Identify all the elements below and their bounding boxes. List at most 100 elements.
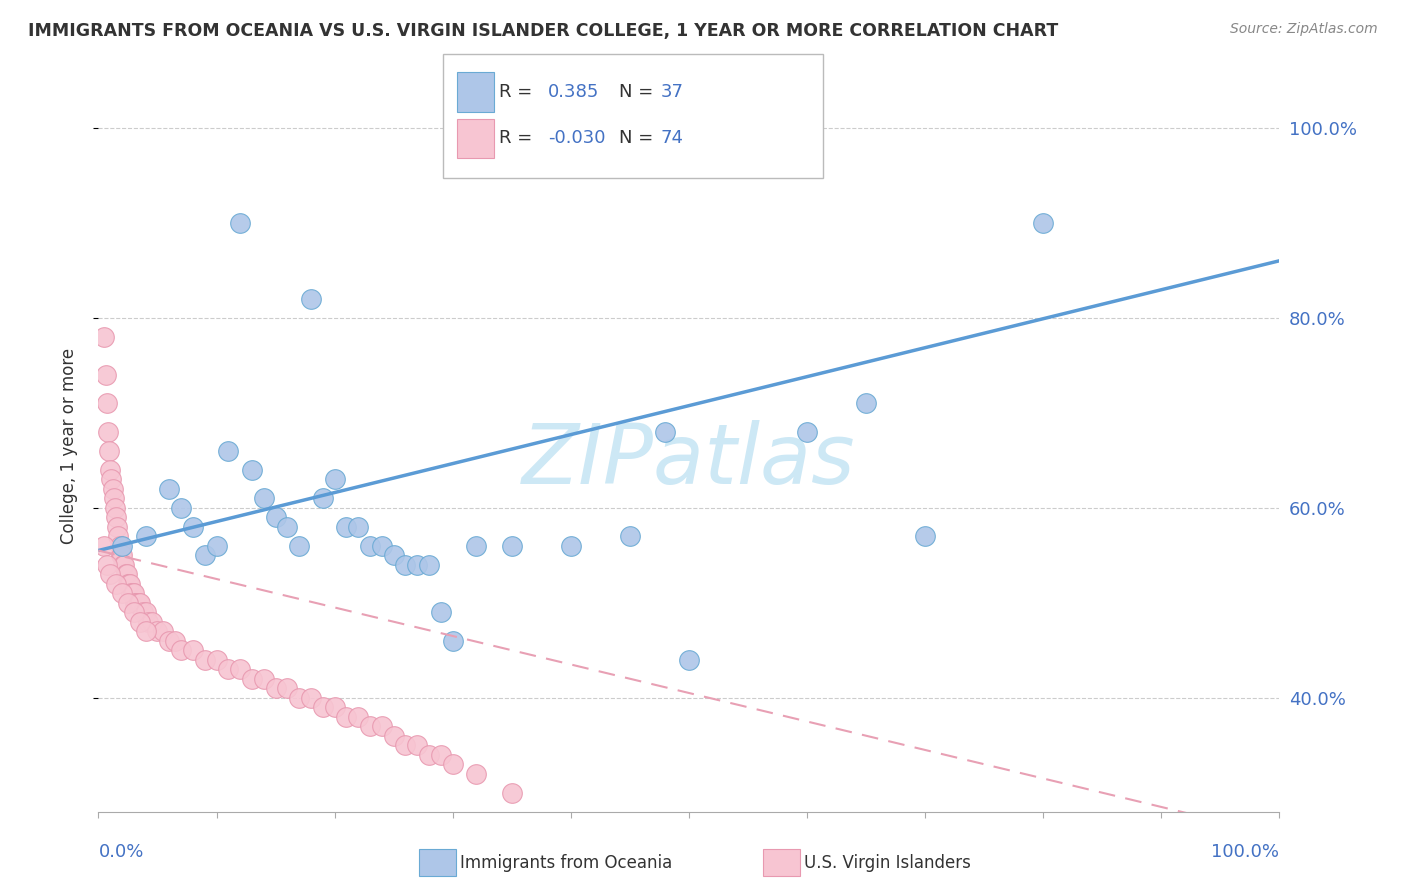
Point [105,510,128,524]
Point [229,662,252,676]
Point [312,491,335,506]
Point [394,558,416,572]
Text: 74: 74 [661,129,683,147]
Text: IMMIGRANTS FROM OCEANIA VS U.S. VIRGIN ISLANDER COLLEGE, 1 YEAR OR MORE CORRELAT: IMMIGRANTS FROM OCEANIA VS U.S. VIRGIN I… [28,22,1059,40]
Point [382,729,405,743]
Point [1032,216,1054,230]
Point [110,548,132,562]
Text: N =: N = [619,83,658,101]
Point [115,567,138,582]
Point [654,425,676,439]
Point [299,690,322,705]
Point [98,443,121,458]
Point [146,624,169,639]
Point [335,520,357,534]
Point [240,463,263,477]
Point [678,653,700,667]
Point [152,624,174,639]
Text: -0.030: -0.030 [548,129,606,147]
Point [94,368,117,382]
Point [323,472,346,486]
Point [205,653,228,667]
Point [240,672,263,686]
Text: 37: 37 [661,83,683,101]
Point [276,520,298,534]
Text: R =: R = [499,129,538,147]
Point [107,529,129,543]
Point [108,539,131,553]
Point [97,425,120,439]
Point [141,615,163,629]
Point [914,529,936,543]
Point [335,710,357,724]
Point [122,605,145,619]
Point [93,330,115,344]
Text: Source: ZipAtlas.com: Source: ZipAtlas.com [1230,22,1378,37]
Point [117,576,139,591]
Point [165,633,187,648]
Text: 0.0%: 0.0% [98,843,143,861]
Point [217,443,239,458]
Point [128,596,150,610]
Point [229,216,252,230]
Point [441,633,464,648]
Point [359,539,381,553]
Point [98,463,121,477]
Point [112,558,135,572]
Point [135,624,157,639]
Point [124,596,146,610]
Point [170,500,193,515]
Point [121,586,143,600]
Point [406,558,429,572]
Point [194,548,217,562]
Point [264,510,287,524]
Point [96,396,118,410]
Point [157,633,180,648]
Point [501,539,523,553]
Point [359,719,381,733]
Point [264,681,287,696]
Point [181,520,204,534]
Text: U.S. Virgin Islanders: U.S. Virgin Islanders [804,855,972,872]
Point [111,548,134,562]
Point [112,558,135,572]
Point [465,766,488,780]
Point [170,643,193,657]
Text: R =: R = [499,83,538,101]
Point [347,710,370,724]
Point [253,491,276,506]
Point [157,482,180,496]
Point [93,539,115,553]
Point [117,596,139,610]
Text: ZIPatlas: ZIPatlas [522,420,856,501]
Point [299,292,322,306]
Point [371,539,394,553]
Point [501,786,523,800]
Point [181,643,204,657]
Point [104,500,127,515]
Point [288,690,311,705]
Point [105,576,128,591]
Point [132,605,155,619]
Point [96,558,118,572]
Point [288,539,311,553]
Point [101,482,124,496]
Point [118,576,141,591]
Point [205,539,228,553]
Point [122,586,145,600]
Point [347,520,370,534]
Point [371,719,394,733]
Point [430,747,453,762]
Point [194,653,217,667]
Point [120,576,142,591]
Point [253,672,276,686]
Point [323,700,346,714]
Point [418,558,440,572]
Point [619,529,641,543]
Text: N =: N = [619,129,658,147]
Point [382,548,405,562]
Point [418,747,440,762]
Text: 100.0%: 100.0% [1212,843,1279,861]
Point [135,605,157,619]
Point [127,596,149,610]
